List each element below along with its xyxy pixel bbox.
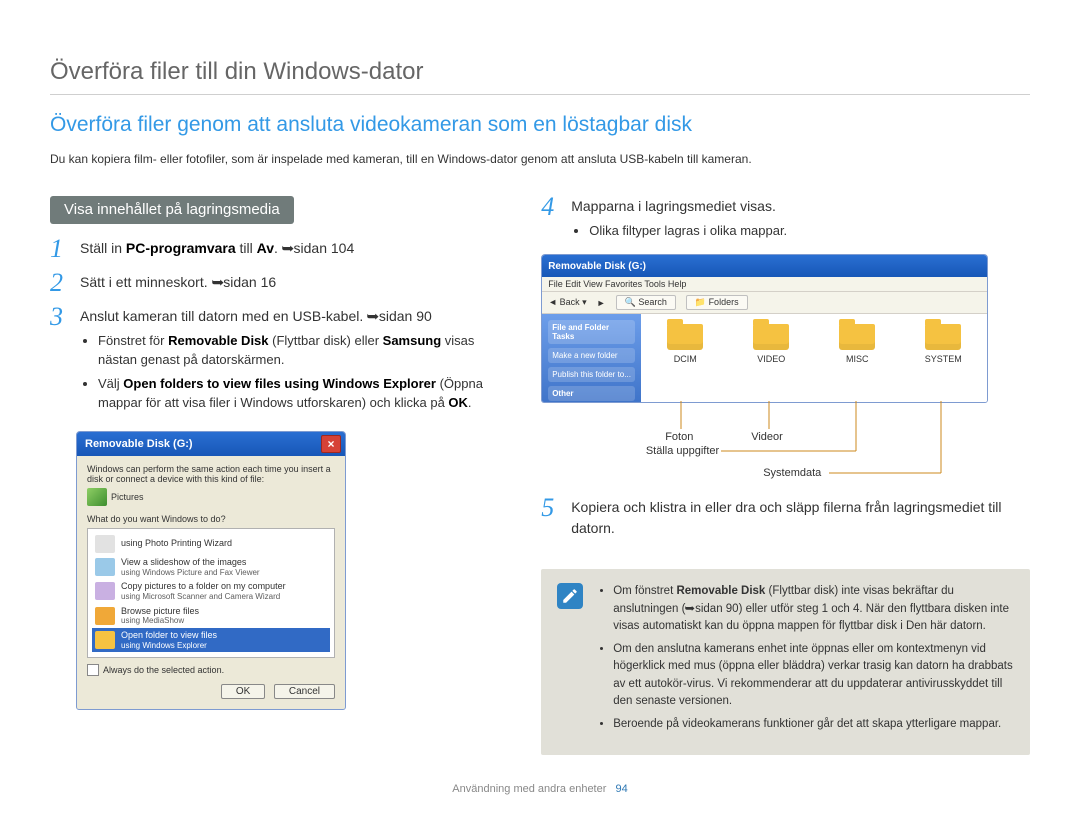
- page-footer: Användning med andra enheter 94: [50, 783, 1030, 795]
- folder-icon: [925, 324, 961, 350]
- step-number: 3: [50, 304, 70, 417]
- folder-label: SYSTEM: [925, 354, 962, 364]
- folder-icon: [667, 324, 703, 350]
- step-body: Anslut kameran till datorn med en USB-ka…: [80, 306, 501, 417]
- explorer-title: Removable Disk (G:): [548, 261, 646, 272]
- page-ref-arrow-icon: ➥: [685, 601, 696, 618]
- section-title: Överföra filer genom att ansluta videoka…: [50, 113, 1030, 137]
- steps-right: 4Mapparna i lagringsmediet visas.Olika f…: [541, 196, 1030, 245]
- pencil-note-icon: [557, 583, 583, 609]
- step-number: 4: [541, 194, 561, 245]
- close-icon: ×: [321, 435, 341, 453]
- option-icon: [95, 631, 115, 649]
- callout-foton: Foton: [665, 431, 693, 443]
- dialog-option: Browse picture filesusing MediaShow: [92, 604, 330, 628]
- dialog-checkbox-label: Always do the selected action.: [103, 665, 224, 675]
- folder-icon: [839, 324, 875, 350]
- dialog-options-list: using Photo Printing WizardView a slides…: [87, 528, 335, 658]
- dialog-message: Windows can perform the same action each…: [87, 464, 335, 484]
- page-ref-arrow-icon: ➥: [281, 238, 294, 259]
- dialog-option: Open folder to view filesusing Windows E…: [92, 628, 330, 652]
- step-body: Kopiera och klistra in eller dra och slä…: [571, 497, 1030, 539]
- callout-uppgifter: Ställa uppgifter: [639, 445, 719, 457]
- dialog-option: Copy pictures to a folder on my computer…: [92, 579, 330, 603]
- page-title: Överföra filer till din Windows-dator: [50, 58, 1030, 95]
- callout-systemdata: Systemdata: [763, 467, 821, 479]
- footer-label: Användning med andra enheter: [452, 783, 606, 795]
- intro-text: Du kan kopiera film- eller fotofiler, so…: [50, 151, 1030, 168]
- note-item: Om fönstret Removable Disk (Flyttbar dis…: [613, 583, 1014, 635]
- step: 2 Sätt i ett minneskort. ➥sidan 16: [50, 272, 501, 296]
- explorer-folders: Folders: [709, 297, 739, 307]
- option-icon: [95, 535, 115, 553]
- step: 5Kopiera och klistra in eller dra och sl…: [541, 497, 1030, 539]
- folder-dcim: DCIM: [657, 324, 713, 392]
- dialog-icon-label: Pictures: [111, 492, 144, 502]
- step-sub-item: Fönstret för Removable Disk (Flyttbar di…: [98, 331, 501, 370]
- option-icon: [95, 607, 115, 625]
- ok-button: OK: [221, 684, 265, 699]
- explorer-back: Back: [560, 297, 580, 307]
- step: 4Mapparna i lagringsmediet visas.Olika f…: [541, 196, 1030, 245]
- cancel-button: Cancel: [274, 684, 335, 699]
- step-body: Ställ in PC-programvara till Av. ➥sidan …: [80, 238, 354, 262]
- option-icon: [95, 582, 115, 600]
- step-body: Mapparna i lagringsmediet visas.Olika fi…: [571, 196, 787, 245]
- explorer-search: Search: [638, 297, 667, 307]
- folder-label: VIDEO: [757, 354, 785, 364]
- folder-system: SYSTEM: [915, 324, 971, 392]
- step-number: 2: [50, 270, 70, 296]
- dialog-question: What do you want Windows to do?: [87, 514, 335, 524]
- step-number: 1: [50, 236, 70, 262]
- step: 3Anslut kameran till datorn med en USB-k…: [50, 306, 501, 417]
- folder-callouts: Foton Videor Ställa uppgifter Systemdata: [661, 401, 1030, 497]
- checkbox-icon: [87, 664, 99, 676]
- folder-video: VIDEO: [743, 324, 799, 392]
- side-tasks-a: Make a new folder: [548, 348, 635, 363]
- dialog-option: View a slideshow of the imagesusing Wind…: [92, 555, 330, 579]
- folder-icon: [753, 324, 789, 350]
- step: 1 Ställ in PC-programvara till Av. ➥sidan…: [50, 238, 501, 262]
- option-icon: [95, 558, 115, 576]
- screenshot-explorer-window: Removable Disk (G:) File Edit View Favor…: [541, 254, 988, 403]
- dialog-title: Removable Disk (G:): [85, 438, 193, 450]
- side-other-head: Other: [548, 386, 635, 401]
- note-box: Om fönstret Removable Disk (Flyttbar dis…: [541, 569, 1030, 755]
- note-item: Om den anslutna kamerans enhet inte öppn…: [613, 641, 1014, 710]
- page-ref-arrow-icon: ➥: [211, 272, 224, 293]
- step-sub-item: Välj Open folders to view files using Wi…: [98, 374, 501, 413]
- note-item: Beroende på videokamerans funktioner går…: [613, 716, 1014, 733]
- dialog-option: using Photo Printing Wizard: [92, 533, 330, 555]
- step-body: Sätt i ett minneskort. ➥sidan 16: [80, 272, 276, 296]
- explorer-menubar: File Edit View Favorites Tools Help: [542, 277, 987, 292]
- step-sub-item: Olika filtyper lagras i olika mappar.: [589, 221, 787, 241]
- screenshot-autoplay-dialog: Removable Disk (G:) × Windows can perfor…: [76, 431, 346, 710]
- folder-label: MISC: [846, 354, 869, 364]
- steps-left: 1 Ställ in PC-programvara till Av. ➥sidan…: [50, 238, 501, 417]
- side-tasks-head: File and Folder Tasks: [548, 320, 635, 344]
- folder-label: DCIM: [674, 354, 697, 364]
- sub-heading-pill: Visa innehållet på lagringsmedia: [50, 196, 294, 224]
- page-ref-arrow-icon: ➥: [367, 306, 380, 327]
- footer-page-number: 94: [615, 783, 627, 795]
- side-tasks-b: Publish this folder to...: [548, 367, 635, 382]
- callout-videor: Videor: [751, 431, 783, 443]
- step-number: 5: [541, 495, 561, 539]
- folder-misc: MISC: [829, 324, 885, 392]
